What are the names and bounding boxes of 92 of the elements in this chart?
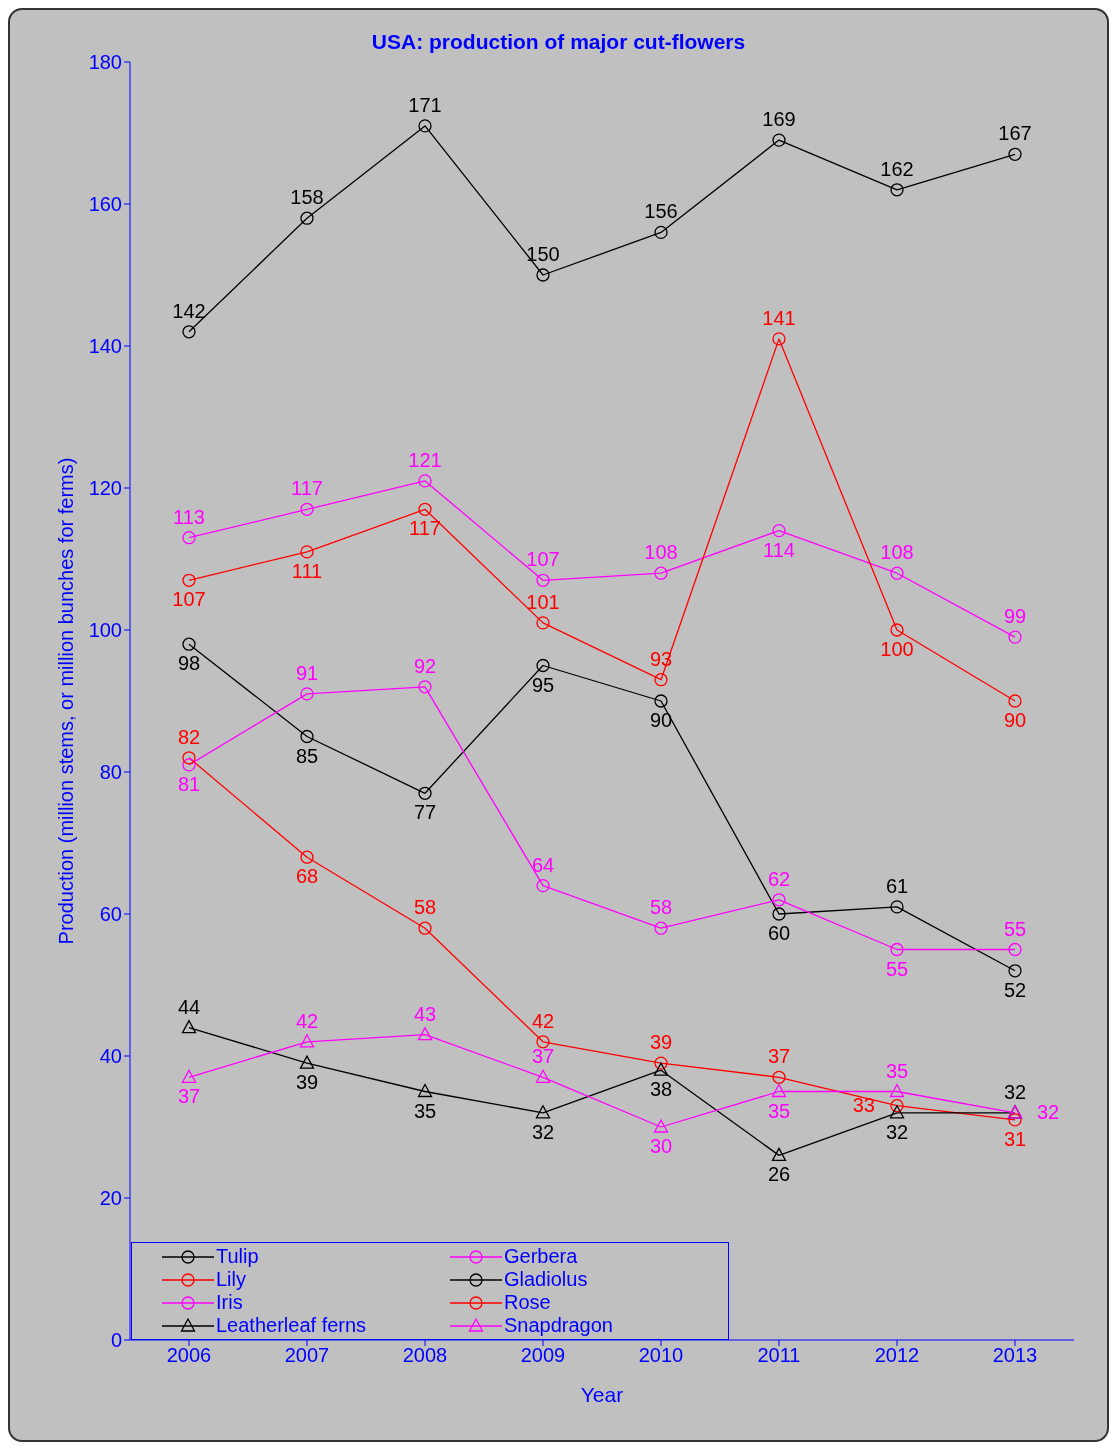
data-label: 90 [1003, 709, 1027, 731]
data-label: 43 [413, 1002, 437, 1025]
data-label: 167 [998, 122, 1032, 145]
data-label: 58 [649, 896, 673, 919]
data-label: 95 [531, 673, 555, 696]
legend-label: Iris [216, 1291, 243, 1314]
data-label: 107 [172, 588, 206, 611]
data-label: 108 [644, 541, 678, 564]
y-tick-label: 60 [99, 903, 122, 926]
y-axis-title: Production (million stems, or million bunches for ferms) [55, 457, 78, 945]
data-label: 121 [408, 448, 442, 471]
data-label: 113 [173, 505, 205, 528]
data-label: 37 [767, 1045, 791, 1068]
data-label: 117 [291, 477, 323, 500]
data-label: 52 [1003, 978, 1027, 1001]
x-axis-title: Year [580, 1383, 624, 1406]
y-tick-label: 160 [88, 193, 122, 216]
data-label: 90 [649, 709, 673, 731]
data-label: 111 [291, 559, 323, 582]
x-tick-label: 2012 [874, 1344, 920, 1367]
x-tick-label: 2010 [638, 1344, 684, 1367]
data-label: 35 [413, 1099, 437, 1122]
data-label: 92 [413, 654, 437, 677]
data-label: 39 [649, 1031, 673, 1054]
y-tick-label: 120 [88, 477, 122, 500]
data-label: 31 [1003, 1127, 1027, 1150]
data-label: 158 [290, 186, 324, 209]
data-label: 32 [885, 1120, 909, 1143]
data-label: 101 [526, 590, 560, 613]
y-tick-label: 20 [99, 1187, 122, 1210]
data-label: 44 [177, 995, 201, 1018]
data-label: 100 [880, 638, 914, 660]
data-label: 35 [767, 1099, 791, 1122]
legend-label: Tulip [216, 1245, 259, 1268]
y-tick-label: 0 [110, 1329, 122, 1352]
x-tick-label: 2006 [166, 1344, 212, 1367]
data-label: 169 [762, 108, 796, 131]
data-label: 117 [409, 517, 441, 540]
data-label: 77 [413, 801, 437, 824]
data-label: 61 [885, 874, 909, 897]
data-label: 58 [413, 896, 437, 919]
data-label: 38 [649, 1078, 673, 1101]
data-label: 62 [767, 867, 791, 890]
data-label: 55 [885, 957, 909, 980]
x-tick-label: 2011 [757, 1344, 801, 1367]
data-label: 37 [177, 1085, 201, 1108]
data-label: 35 [885, 1059, 909, 1082]
legend-label: Gerbera [504, 1245, 578, 1268]
data-label: 108 [880, 541, 914, 564]
data-label: 55 [1003, 917, 1027, 940]
data-label: 98 [177, 652, 201, 675]
data-label: 33 [852, 1093, 875, 1116]
data-label: 91 [295, 661, 319, 684]
data-label: 99 [1003, 605, 1027, 628]
data-label: 141 [762, 306, 796, 329]
x-tick-label: 2007 [284, 1344, 330, 1367]
data-label: 171 [408, 93, 442, 116]
data-label: 68 [295, 865, 319, 888]
legend-label: Snapdragon [504, 1314, 613, 1337]
data-label: 82 [177, 725, 201, 748]
data-label: 107 [526, 548, 560, 571]
chart-title: USA: production of major cut-flowers [371, 30, 746, 53]
data-label: 32 [1037, 1100, 1060, 1123]
data-label: 39 [295, 1071, 319, 1094]
y-tick-label: 140 [88, 335, 122, 358]
legend-label: Lily [216, 1268, 247, 1291]
data-label: 114 [763, 538, 795, 561]
data-label: 64 [531, 853, 555, 876]
x-tick-label: 2008 [402, 1344, 448, 1367]
data-label: 30 [649, 1135, 673, 1157]
data-label: 142 [172, 299, 206, 322]
data-label: 32 [1003, 1080, 1027, 1103]
data-label: 162 [880, 157, 914, 180]
data-label: 150 [526, 243, 560, 265]
x-tick-label: 2013 [992, 1344, 1038, 1367]
data-label: 81 [177, 772, 201, 795]
y-tick-label: 180 [88, 51, 122, 74]
data-label: 42 [295, 1009, 319, 1032]
data-label: 156 [644, 200, 678, 223]
data-label: 42 [531, 1009, 555, 1032]
data-label: 37 [531, 1045, 555, 1068]
y-tick-label: 100 [88, 619, 122, 642]
y-tick-label: 80 [99, 761, 122, 784]
y-tick-label: 40 [99, 1045, 122, 1068]
legend-label: Gladiolus [504, 1268, 588, 1291]
data-label: 85 [295, 744, 319, 767]
legend-label: Rose [504, 1291, 551, 1314]
data-label: 32 [531, 1120, 555, 1143]
x-tick-label: 2009 [520, 1344, 566, 1367]
legend-label: Leatherleaf ferns [216, 1314, 367, 1337]
data-label: 26 [767, 1163, 791, 1186]
data-label: 60 [767, 922, 791, 944]
